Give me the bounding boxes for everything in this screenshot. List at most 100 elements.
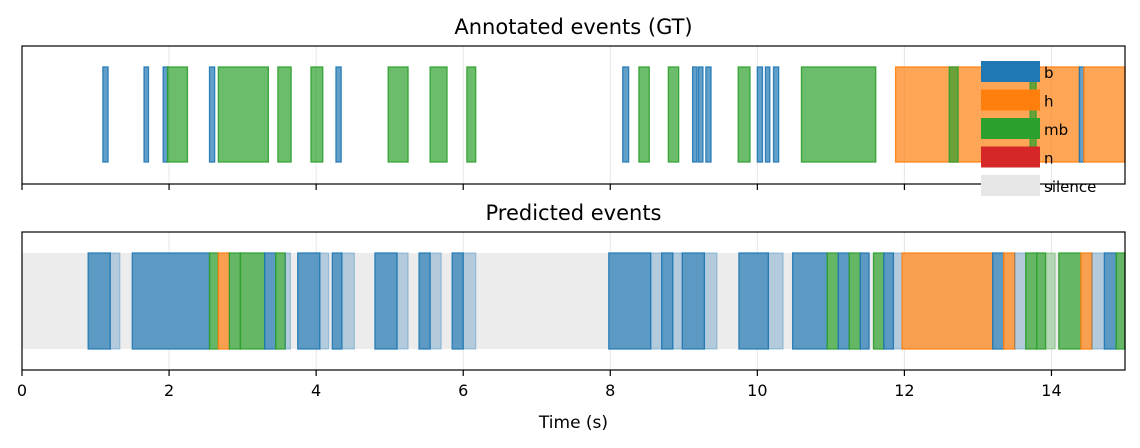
legend-swatch-n (981, 146, 1040, 168)
legend-label-h: h (1044, 93, 1054, 111)
event-bar-b (109, 252, 121, 350)
event-bar-b (335, 66, 342, 163)
event-bar-mb (948, 66, 959, 163)
event-bar-b (756, 66, 764, 163)
event-bar-h (1080, 252, 1093, 350)
event-bar-b (608, 252, 652, 350)
event-bar-b (672, 252, 683, 350)
x-axis-label: Time (s) (538, 413, 608, 433)
event-bar-mb (1115, 252, 1126, 350)
event-bar-b (284, 252, 292, 350)
event-bar-b (892, 252, 903, 350)
x-tick-label: 6 (458, 381, 468, 400)
event-bar-mb (800, 66, 877, 163)
event-bar-h (901, 252, 994, 350)
legend-label-mb: mb (1044, 121, 1068, 139)
event-bar-mb (310, 66, 324, 163)
event-bar-b (991, 252, 1005, 350)
event-bar-b (622, 66, 630, 163)
legend-label-n: n (1044, 150, 1054, 168)
event-bar-mb (239, 252, 266, 350)
x-tick-label: 14 (1041, 381, 1061, 400)
x-tick-label: 4 (311, 381, 321, 400)
event-bar-b (837, 252, 850, 350)
panel-title: Predicted events (485, 201, 661, 225)
event-bar-h (1083, 66, 1126, 163)
event-bar-mb (737, 66, 751, 163)
legend-swatch-silence (981, 175, 1040, 196)
event-bar-b (143, 66, 150, 163)
event-bar-b (772, 66, 780, 163)
legend-swatch-mb (981, 118, 1040, 139)
event-bar-b (1091, 252, 1106, 350)
event-bar-b (1014, 252, 1027, 350)
event-bar-b (661, 252, 674, 350)
panel-1: Annotated events (GT) bh mb n silence (21, 15, 1126, 196)
event-bar-b (691, 66, 698, 163)
event-bar-b (681, 252, 706, 350)
event-bar-b (131, 252, 211, 350)
event-bar-b (162, 66, 169, 163)
event-bar-b (418, 252, 431, 350)
event-bar-b (462, 252, 477, 350)
event-bar-b (208, 66, 216, 163)
x-tick-label: 12 (894, 381, 914, 400)
event-bar-b (297, 252, 321, 350)
event-bar-b (705, 66, 712, 163)
event-bar-b (264, 252, 277, 350)
event-bar-b (451, 252, 464, 350)
event-bar-b (102, 66, 109, 163)
event-bar-mb (667, 66, 680, 163)
event-bar-b (341, 252, 356, 350)
x-tick-label: 2 (164, 381, 174, 400)
x-tick-label: 8 (605, 381, 615, 400)
event-bar-b (1078, 66, 1085, 163)
event-bar-b (319, 252, 330, 350)
event-bar-mb (208, 252, 219, 350)
event-bar-mb (848, 252, 861, 350)
event-bar-b (87, 252, 111, 350)
event-bar-mb (466, 66, 477, 163)
event-bar-mb (1025, 252, 1038, 350)
event-bar-h (894, 66, 1081, 163)
event-bar-b (859, 252, 870, 350)
event-bar-h (1003, 252, 1016, 350)
event-bar-mb (429, 66, 448, 163)
event-bar-mb (1058, 252, 1082, 350)
panel-2: Predicted events 0 2 4 6 8 10 12 14 Time (s) (17, 201, 1126, 433)
event-bar-mb (1044, 252, 1056, 350)
event-bar-mb (228, 252, 242, 350)
panel-title: Annotated events (GT) (454, 15, 692, 39)
event-bar-b (764, 66, 771, 163)
plot-frame (21, 231, 1126, 371)
event-bar-mb (638, 66, 650, 163)
event-bar-h (217, 252, 231, 350)
event-bar-b (697, 66, 704, 163)
event-bar-b (429, 252, 442, 350)
event-bar-b (703, 252, 718, 350)
legend: bh mb n silence (981, 61, 1096, 196)
event-bar-mb (277, 66, 292, 163)
event-bar-b (374, 252, 398, 350)
plot-frame (21, 45, 1126, 185)
legend-swatch-h (981, 89, 1040, 111)
legend-swatch-b (981, 61, 1040, 82)
event-bar-b (738, 252, 770, 350)
event-bar-mb (217, 66, 269, 163)
legend-label-b: b (1044, 64, 1054, 82)
event-bar-mb (275, 252, 286, 350)
event-bar-mb (1036, 252, 1047, 350)
event-bar-mb (166, 66, 189, 163)
event-bar-b (331, 252, 343, 350)
x-tick-label: 10 (747, 381, 767, 400)
legend-label-silence: silence (1044, 178, 1096, 196)
event-bar-b (767, 252, 784, 350)
event-bar-mb (872, 252, 885, 350)
event-bar-b (1103, 252, 1117, 350)
x-tick-label: 0 (17, 381, 27, 400)
event-bar-b (791, 252, 828, 350)
event-bar-b (650, 252, 663, 350)
event-bar-mb (826, 252, 839, 350)
event-bar-b (883, 252, 895, 350)
